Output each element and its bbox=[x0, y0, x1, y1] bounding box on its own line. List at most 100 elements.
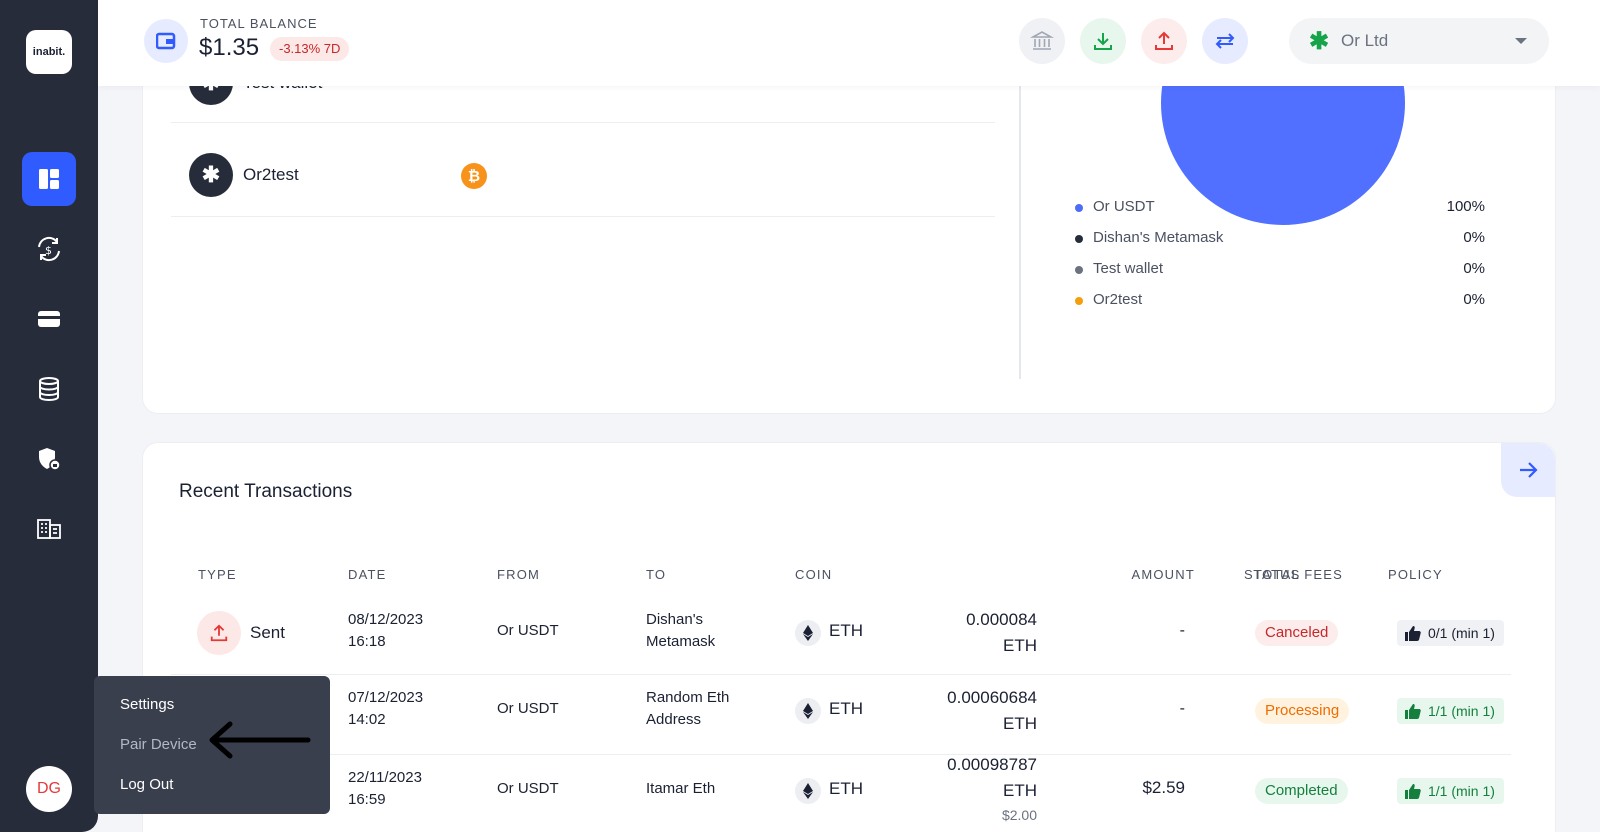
sidebar-item-organization[interactable] bbox=[22, 502, 76, 556]
sidebar-item-assets[interactable] bbox=[22, 362, 76, 416]
thumbs-up-icon bbox=[1405, 703, 1421, 719]
shield-icon bbox=[39, 448, 61, 471]
column-header: AMOUNT bbox=[1131, 567, 1195, 582]
eth-icon bbox=[795, 620, 821, 646]
policy-badge[interactable]: 0/1 (min 1) bbox=[1397, 620, 1504, 646]
tx-to: Random Eth Address bbox=[646, 689, 730, 728]
policy-badge[interactable]: 1/1 (min 1) bbox=[1397, 778, 1504, 804]
user-menu: Settings Pair Device Log Out bbox=[94, 676, 330, 814]
menu-item-settings[interactable]: Settings bbox=[120, 696, 175, 713]
wallets-card: ✱ Test wallet - ✱ Or2test ₿ Or USDT 100%… bbox=[142, 0, 1556, 414]
column-header: DATE bbox=[348, 567, 387, 582]
tx-amount: 0.00098787 ETH $2.00 bbox=[947, 755, 1037, 823]
thumbs-up-icon bbox=[1405, 783, 1421, 799]
tx-to: Dishan's Metamask bbox=[646, 611, 716, 650]
legend-name: Or2test bbox=[1093, 291, 1143, 308]
deposit-icon bbox=[1094, 33, 1112, 50]
column-header: TO bbox=[646, 567, 667, 582]
sidebar-item-security[interactable] bbox=[22, 432, 76, 486]
column-header: TYPE bbox=[198, 567, 237, 582]
tx-coin: ETH bbox=[829, 779, 863, 798]
balance-change-badge: -3.13% 7D bbox=[270, 37, 350, 61]
column-header: STATUS bbox=[1244, 567, 1301, 582]
balance-wallet-icon bbox=[144, 19, 188, 63]
status-badge: Completed bbox=[1255, 778, 1348, 804]
tx-coin: ETH bbox=[829, 699, 863, 718]
total-balance-value: $1.35 bbox=[199, 34, 260, 61]
tx-amount: 0.00060684 ETH bbox=[947, 688, 1037, 733]
table-row[interactable]: 22/11/2023 16:59 Or USDT Itamar Eth ETH 0… bbox=[171, 755, 1511, 832]
annotation-arrow-icon bbox=[209, 721, 311, 759]
legend-item: Or2test 0% bbox=[1075, 290, 1485, 312]
wallet-row[interactable]: ✱ Or2test ₿ bbox=[171, 137, 995, 217]
withdraw-button[interactable] bbox=[1141, 18, 1187, 64]
tx-coin: ETH bbox=[829, 621, 863, 640]
svg-text:$: $ bbox=[45, 244, 52, 257]
recent-transactions-card: Recent Transactions TYPE DATE FROM TO CO… bbox=[142, 442, 1556, 832]
legend-item: Test wallet 0% bbox=[1075, 259, 1485, 281]
column-header: FROM bbox=[497, 567, 541, 582]
column-header: TOTAL FEES bbox=[1253, 567, 1343, 582]
tx-fees: - bbox=[1179, 700, 1185, 717]
table-row[interactable]: 07/12/2023 14:02 Or USDT Random Eth Addres… bbox=[171, 675, 1511, 755]
column-header: POLICY bbox=[1388, 567, 1443, 582]
legend-dot bbox=[1075, 297, 1083, 305]
tx-to: Itamar Eth bbox=[646, 780, 716, 797]
policy-badge[interactable]: 1/1 (min 1) bbox=[1397, 698, 1504, 724]
arrow-right-icon bbox=[1520, 462, 1538, 478]
divider bbox=[1019, 71, 1021, 379]
tx-from: Or USDT bbox=[497, 700, 559, 717]
building-icon bbox=[37, 519, 61, 539]
wallet-asterisk-icon: ✱ bbox=[189, 153, 233, 197]
tx-fees: - bbox=[1179, 622, 1185, 639]
tx-amount: 0.000084 ETH bbox=[966, 610, 1037, 655]
tx-from: Or USDT bbox=[497, 780, 559, 797]
thumbs-up-icon bbox=[1405, 625, 1421, 641]
sidebar-item-wallets[interactable] bbox=[22, 292, 76, 346]
tx-date: 07/12/2023 14:02 bbox=[348, 689, 424, 728]
sidebar-item-exchange[interactable]: $ bbox=[22, 222, 76, 276]
table-row[interactable]: Sent 08/12/2023 16:18 Or USDT Dishan's Met… bbox=[171, 595, 1511, 675]
column-header: COIN bbox=[795, 567, 833, 582]
legend-value: 0% bbox=[1463, 260, 1485, 277]
menu-item-pair-device[interactable]: Pair Device bbox=[120, 736, 197, 753]
tx-fees: $2.59 bbox=[1142, 778, 1185, 797]
tx-from: Or USDT bbox=[497, 622, 559, 639]
tx-date: 22/11/2023 16:59 bbox=[348, 769, 422, 808]
deposit-button[interactable] bbox=[1080, 18, 1126, 64]
bitcoin-icon: ₿ bbox=[461, 163, 487, 189]
legend-item: Or USDT 100% bbox=[1075, 197, 1485, 219]
withdraw-icon bbox=[1155, 31, 1173, 50]
legend-value: 100% bbox=[1446, 198, 1485, 215]
bank-icon bbox=[1030, 31, 1054, 50]
view-all-button[interactable] bbox=[1501, 443, 1555, 497]
legend-value: 0% bbox=[1463, 229, 1485, 246]
legend-value: 0% bbox=[1463, 291, 1485, 308]
organization-select[interactable]: ✱ Or Ltd bbox=[1289, 18, 1549, 64]
eth-icon bbox=[795, 698, 821, 724]
swap-button[interactable] bbox=[1202, 18, 1248, 64]
tx-type: Sent bbox=[250, 623, 285, 642]
dashboard-icon bbox=[39, 169, 59, 189]
sidebar-item-dashboard[interactable] bbox=[22, 152, 76, 206]
header: TOTAL BALANCE $1.35 -3.13% 7D ✱ Or Ltd bbox=[98, 0, 1600, 86]
tx-date: 08/12/2023 16:18 bbox=[348, 611, 424, 650]
database-icon bbox=[39, 377, 59, 402]
sent-icon bbox=[197, 611, 241, 655]
org-star-icon: ✱ bbox=[1309, 28, 1330, 55]
user-avatar[interactable]: DG bbox=[26, 766, 72, 812]
wallet-name: Or2test bbox=[243, 165, 299, 184]
section-title: Recent Transactions bbox=[179, 481, 353, 502]
org-name: Or Ltd bbox=[1341, 31, 1389, 50]
legend-dot bbox=[1075, 204, 1083, 212]
status-badge: Processing bbox=[1255, 698, 1350, 724]
legend-item: Dishan's Metamask 0% bbox=[1075, 228, 1485, 250]
menu-item-log-out[interactable]: Log Out bbox=[120, 776, 174, 793]
wallet-icon bbox=[38, 311, 60, 327]
sidebar: inabit. $ DG bbox=[0, 0, 98, 832]
exchange-icon: $ bbox=[38, 236, 60, 262]
bank-button[interactable] bbox=[1019, 18, 1065, 64]
legend-name: Dishan's Metamask bbox=[1093, 229, 1224, 246]
legend-name: Test wallet bbox=[1093, 260, 1164, 277]
app-logo[interactable]: inabit. bbox=[26, 30, 72, 74]
